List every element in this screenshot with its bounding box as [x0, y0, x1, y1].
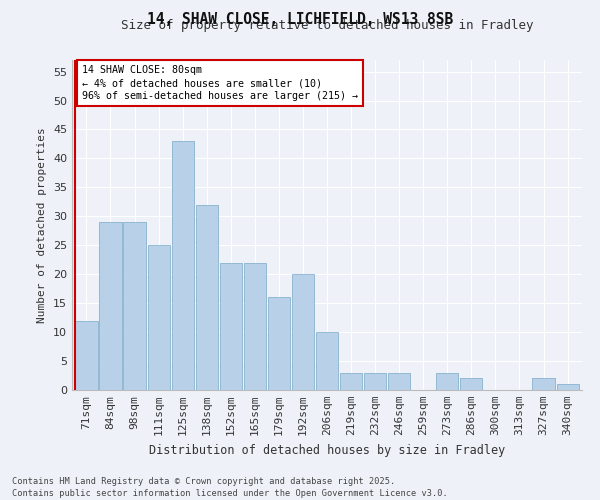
- Text: 14, SHAW CLOSE, LICHFIELD, WS13 8SB: 14, SHAW CLOSE, LICHFIELD, WS13 8SB: [147, 12, 453, 28]
- Bar: [220, 262, 242, 390]
- Bar: [100, 222, 122, 390]
- Bar: [364, 372, 386, 390]
- Bar: [388, 372, 410, 390]
- Bar: [244, 262, 266, 390]
- Bar: [340, 372, 362, 390]
- Bar: [76, 320, 98, 390]
- Bar: [196, 204, 218, 390]
- Bar: [436, 372, 458, 390]
- X-axis label: Distribution of detached houses by size in Fradley: Distribution of detached houses by size …: [149, 444, 505, 456]
- Y-axis label: Number of detached properties: Number of detached properties: [37, 127, 47, 323]
- Bar: [148, 246, 170, 390]
- Bar: [124, 222, 146, 390]
- Text: Contains HM Land Registry data © Crown copyright and database right 2025.
Contai: Contains HM Land Registry data © Crown c…: [12, 476, 448, 498]
- Text: 14 SHAW CLOSE: 80sqm
← 4% of detached houses are smaller (10)
96% of semi-detach: 14 SHAW CLOSE: 80sqm ← 4% of detached ho…: [82, 65, 358, 102]
- Bar: [532, 378, 554, 390]
- Bar: [172, 141, 194, 390]
- Bar: [292, 274, 314, 390]
- Title: Size of property relative to detached houses in Fradley: Size of property relative to detached ho…: [121, 20, 533, 32]
- Bar: [316, 332, 338, 390]
- Bar: [460, 378, 482, 390]
- Bar: [268, 298, 290, 390]
- Bar: [557, 384, 578, 390]
